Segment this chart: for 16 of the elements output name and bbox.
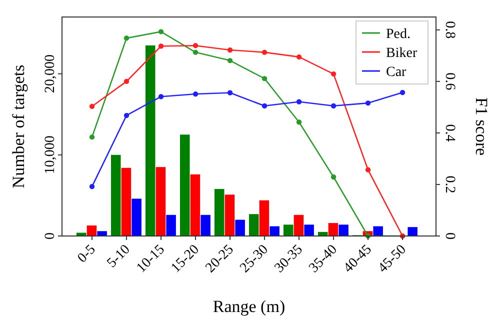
y-tick-label: 0 (43, 232, 58, 240)
legend-label: Car (386, 65, 407, 80)
y-tick-label: 10,000 (43, 136, 58, 174)
y2-tick-label: 0.2 (442, 176, 457, 194)
x-axis-title: Range (m) (212, 297, 286, 316)
y2-tick-label: 0.8 (442, 21, 457, 39)
y2-tick-label: 0.6 (442, 72, 457, 90)
y-axis-title: Number of targets (9, 64, 28, 188)
legend-label: Biker (386, 46, 418, 61)
x-tick-label: 5-10 (104, 242, 134, 271)
y2-tick-label: 0.4 (442, 124, 457, 142)
legend-label: Ped. (386, 27, 410, 42)
y2-tick-label: 0 (442, 232, 457, 240)
y2-axis-title: F1 score (472, 97, 491, 156)
y-tick-label: 20,000 (43, 54, 58, 94)
x-tick-label: 0-5 (75, 242, 99, 266)
